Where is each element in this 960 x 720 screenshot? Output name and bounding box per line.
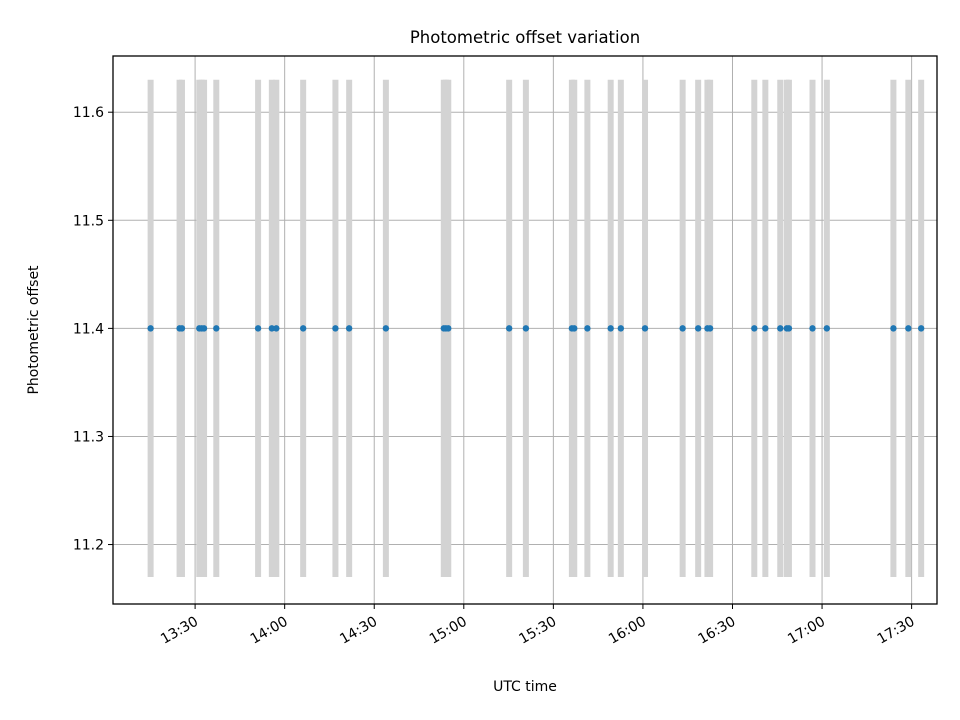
data-point <box>905 325 912 332</box>
data-point <box>641 325 649 332</box>
data-point <box>505 325 513 332</box>
data-point <box>679 325 686 332</box>
x-axis-label: UTC time <box>493 679 557 695</box>
data-point <box>213 325 220 332</box>
data-point <box>268 325 276 332</box>
data-point <box>751 325 758 332</box>
data-point <box>522 325 530 332</box>
y-tick-label: 11.5 <box>73 213 104 229</box>
data-point <box>254 325 262 332</box>
plot-frame <box>112 55 938 605</box>
y-tick-label: 11.6 <box>73 105 104 121</box>
data-point <box>299 325 307 332</box>
data-point <box>809 325 816 332</box>
data-point <box>617 325 625 332</box>
y-tick-label: 11.3 <box>73 429 104 445</box>
y-axis-label: Photometric offset <box>26 265 42 395</box>
data-point <box>200 325 208 332</box>
data-point <box>147 325 154 332</box>
data-point <box>694 325 702 332</box>
data-point <box>273 325 280 332</box>
data-point <box>345 325 353 332</box>
data-point <box>777 325 784 332</box>
data-point <box>823 325 831 332</box>
data-point <box>571 325 578 332</box>
data-point <box>445 325 452 332</box>
data-point <box>178 325 186 332</box>
data-point <box>607 325 614 332</box>
y-tick-label: 11.2 <box>73 538 104 554</box>
data-point <box>762 325 769 332</box>
y-tick-label: 11.4 <box>73 321 104 337</box>
data-point <box>890 325 897 332</box>
data-point <box>706 325 714 332</box>
data-point <box>332 325 339 332</box>
data-point <box>382 325 390 332</box>
data-point <box>785 325 793 332</box>
y-axis-ticks: 11.2 11.3 11.4 11.5 11.6 <box>73 105 113 554</box>
data-points <box>147 325 925 332</box>
data-point <box>917 325 925 332</box>
data-point <box>584 325 591 332</box>
chart-title: Photometric offset variation <box>410 28 640 47</box>
